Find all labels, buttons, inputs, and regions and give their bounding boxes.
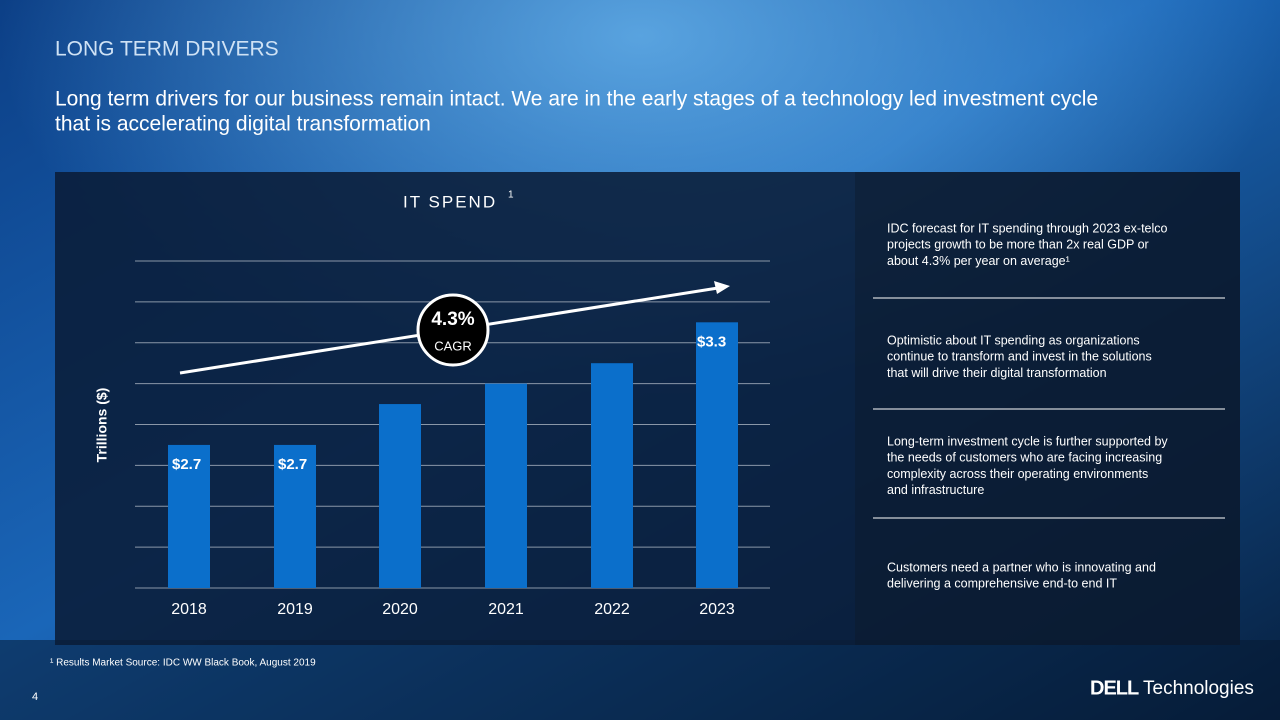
side-text: Long-term investment cycle is further su… <box>887 434 1168 448</box>
side-text: complexity across their operating enviro… <box>887 467 1148 481</box>
logo-suffix: Technologies <box>1143 678 1254 699</box>
side-text: and infrastructure <box>887 483 984 497</box>
value-label: $3.3 <box>697 333 726 350</box>
subtitle: that is accelerating digital transformat… <box>55 113 431 136</box>
y-axis-label: Trillions ($) <box>94 388 110 463</box>
bar <box>274 444 316 588</box>
side-text: projects growth to be more than 2x real … <box>887 238 1149 252</box>
side-text: that will drive their digital transforma… <box>887 366 1107 380</box>
chart: 2018 $2.7 2019 $2.7 2020 2021 2022 2023 $3.3 <box>135 260 770 618</box>
cagr-badge <box>416 293 490 367</box>
slide-title: LONG TERM DRIVERS <box>55 38 279 61</box>
side-text: delivering a comprehensive end-to end IT <box>887 577 1117 591</box>
value-label: $2.7 <box>278 456 307 473</box>
x-tick-label: 2018 <box>171 601 207 618</box>
side-text: the needs of customers who are facing in… <box>887 451 1162 465</box>
cagr-value: 4.3% <box>431 309 474 330</box>
arrow-head <box>714 281 730 294</box>
side-text: continue to transform and invest in the … <box>887 350 1152 364</box>
x-tick-label: 2022 <box>594 601 630 618</box>
side-text: Optimistic about IT spending as organiza… <box>887 333 1140 347</box>
bar <box>379 404 421 588</box>
logo-brand: DELL <box>1090 677 1139 699</box>
cagr-label: CAGR <box>434 338 472 353</box>
title-note: 1 <box>508 190 514 201</box>
chart-title: IT SPEND <box>403 192 497 211</box>
bar <box>591 363 633 588</box>
side-text: Customers need a partner who is innovati… <box>887 560 1156 574</box>
side-text: about 4.3% per year on average¹ <box>887 254 1070 268</box>
side-text: IDC forecast for IT spending through 202… <box>887 221 1168 235</box>
bar <box>485 383 527 588</box>
x-tick-label: 2023 <box>699 601 735 618</box>
bar <box>168 444 210 588</box>
x-tick-label: 2020 <box>382 601 418 618</box>
page-number: 4 <box>32 691 38 703</box>
x-tick-label: 2019 <box>277 601 313 618</box>
value-label: $2.7 <box>172 456 201 473</box>
footnote: ¹ Results Market Source: IDC WW Black Bo… <box>50 658 316 669</box>
subtitle: Long term drivers for our business remai… <box>55 88 1098 111</box>
side-points: IDC forecast for IT spending through 202… <box>873 221 1225 591</box>
bar <box>696 322 738 588</box>
x-tick-label: 2021 <box>488 601 524 618</box>
background-bottom <box>0 640 1280 720</box>
